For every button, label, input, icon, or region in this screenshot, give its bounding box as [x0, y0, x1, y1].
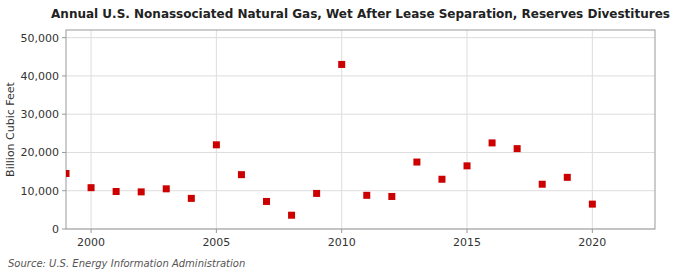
- y-tick: [62, 114, 66, 115]
- x-grid-line: [91, 30, 92, 229]
- point: [589, 201, 596, 208]
- x-tick: [467, 229, 468, 233]
- point: [213, 141, 220, 148]
- point: [438, 176, 445, 183]
- x-tick-label: 2000: [77, 236, 105, 249]
- y-grid-line: [66, 152, 655, 153]
- chart: 0 10,000 20,000 30,000 40,000 50,000 2000 2005 2…: [0, 0, 675, 275]
- point: [388, 193, 395, 200]
- point: [564, 174, 571, 181]
- y-tick: [62, 152, 66, 153]
- point: [113, 188, 120, 195]
- y-tick-label: 0: [52, 223, 59, 236]
- point: [464, 162, 471, 169]
- y-tick-label: 20,000: [21, 146, 60, 159]
- x-grid-line: [592, 30, 593, 229]
- title: Annual U.S. Nonassociated Natural Gas, W…: [51, 7, 670, 21]
- y-axis-label: Billion Cubic Feet: [4, 81, 17, 176]
- x-grid-line: [341, 30, 342, 229]
- y-tick: [62, 37, 66, 38]
- x-tick-label: 2005: [202, 236, 230, 249]
- point: [313, 190, 320, 197]
- point: [489, 139, 496, 146]
- point: [138, 188, 145, 195]
- y-grid-line: [66, 37, 655, 38]
- y-tick-label: 30,000: [21, 108, 60, 121]
- x-tick-label: 2010: [328, 236, 356, 249]
- x-tick-label: 2015: [453, 236, 481, 249]
- x-tick: [341, 229, 342, 233]
- y-grid-line: [66, 190, 655, 191]
- point: [66, 170, 70, 177]
- plot-frame: [66, 30, 655, 229]
- y-tick-label: 50,000: [21, 32, 60, 45]
- y-grid-line: [66, 114, 655, 115]
- x-tick: [91, 229, 92, 233]
- point: [163, 185, 170, 192]
- x-grid-line: [467, 30, 468, 229]
- point: [188, 195, 195, 202]
- point: [514, 145, 521, 152]
- y-tick-label: 40,000: [21, 70, 60, 83]
- x-tick-label: 2020: [578, 236, 606, 249]
- y-tick: [62, 75, 66, 76]
- point: [238, 171, 245, 178]
- y-tick-label: 10,000: [21, 185, 60, 198]
- point: [88, 184, 95, 191]
- axes: 0 10,000 20,000 30,000 40,000 50,000 2000 2005 2…: [21, 32, 607, 249]
- source-note: Source: U.S. Energy Information Administ…: [8, 258, 245, 269]
- y-grid-line: [66, 75, 655, 76]
- point: [363, 192, 370, 199]
- point: [539, 181, 546, 188]
- y-tick: [62, 229, 66, 230]
- chart-container: 0 10,000 20,000 30,000 40,000 50,000 2000 2005 2…: [0, 0, 675, 275]
- point: [338, 61, 345, 68]
- x-grid-line: [216, 30, 217, 229]
- x-tick: [592, 229, 593, 233]
- point: [413, 159, 420, 166]
- grid: [66, 30, 655, 229]
- y-tick: [62, 190, 66, 191]
- points: [66, 61, 596, 219]
- point: [288, 212, 295, 219]
- x-tick: [216, 229, 217, 233]
- point: [263, 198, 270, 205]
